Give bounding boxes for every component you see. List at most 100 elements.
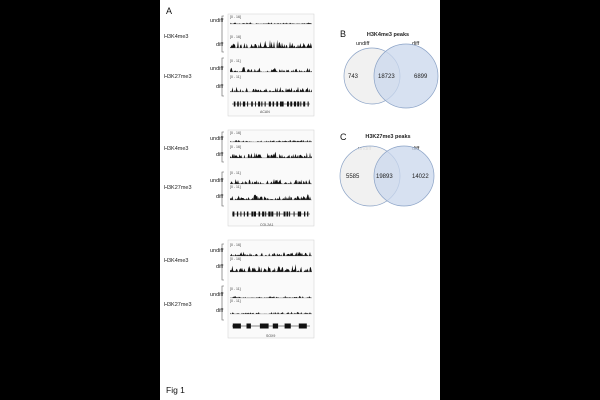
group-bracket [221, 131, 224, 163]
figure-page: A B C Fig 1 H3K4me3 H3K27me3 undiff diff… [160, 0, 440, 400]
group-bracket [221, 57, 224, 97]
exon [236, 211, 239, 217]
browser-block-col2a1: H3K4me3 H3K27me3 undiff diff undiff diff… [164, 129, 315, 227]
exon [300, 101, 302, 107]
exon [284, 323, 291, 329]
exon [237, 101, 239, 107]
exon [240, 211, 242, 217]
browser-block-sox9: H3K4me3 H3K27me3 undiff diff undiff diff… [164, 239, 315, 339]
exon [246, 211, 249, 217]
mark-label: H3K27me3 [164, 74, 192, 80]
exon [283, 211, 286, 217]
browser-frame [227, 129, 315, 227]
track-scale: [0 - 11] [230, 171, 241, 175]
browser-frame [227, 239, 315, 339]
track-scale: [0 - 11] [230, 59, 241, 63]
venn-title: H3K27me3 peaks [365, 134, 410, 140]
signal-track [230, 151, 312, 159]
venn-title: H3K4me3 peaks [367, 32, 409, 38]
exon [253, 211, 256, 217]
track-label: diff [216, 264, 224, 270]
exon [276, 211, 278, 217]
signal-track [230, 264, 312, 273]
venn-count-overlap: 18723 [378, 74, 395, 80]
exon [251, 211, 254, 217]
signal-area [230, 22, 312, 24]
track-label: undiff [210, 292, 224, 298]
track-scale: [0 - 16] [230, 35, 241, 39]
gene-model [232, 101, 310, 107]
exon [258, 101, 261, 107]
exon [233, 101, 236, 107]
exon [268, 211, 271, 217]
exon [297, 101, 300, 107]
mark-label: H3K4me3 [164, 258, 188, 264]
signal-track [230, 295, 312, 299]
exon [268, 101, 271, 107]
signal-track [230, 140, 312, 143]
signal-track [230, 39, 312, 49]
exon [289, 211, 291, 217]
venn-count-undiff-only: 743 [348, 74, 359, 80]
exon [258, 211, 261, 217]
track-scale: [0 - 11] [230, 185, 241, 189]
exon [265, 211, 267, 217]
exon [272, 323, 279, 329]
signal-track [230, 86, 312, 93]
exon [242, 101, 246, 107]
mark-label: H3K4me3 [164, 34, 188, 40]
exon [303, 101, 306, 107]
exon [264, 101, 266, 107]
browser-frame [227, 13, 315, 117]
exon [278, 211, 280, 217]
exon [299, 211, 302, 217]
signal-area [230, 264, 312, 272]
signal-track [230, 178, 312, 185]
signal-track [230, 311, 312, 315]
track-label: diff [216, 152, 224, 158]
track-scale: [0 - 11] [230, 287, 241, 291]
track-scale: [0 - 16] [230, 131, 241, 135]
signal-area [230, 67, 312, 72]
venn-count-diff-only: 14022 [412, 174, 429, 180]
exon [290, 101, 293, 107]
gene-name: COL2A1 [260, 223, 273, 227]
track-label: diff [216, 194, 224, 200]
exon [243, 211, 245, 217]
figure-caption-label: Fig 1 [166, 385, 185, 395]
track-scale: [0 - 16] [230, 243, 241, 247]
exon [232, 323, 241, 329]
exon [261, 101, 263, 107]
track-label: undiff [210, 178, 224, 184]
exon [272, 101, 275, 107]
venn-diagram-h3k4me3: H3K4me3 peaks undiff diff 743 18723 6899 [343, 32, 439, 109]
signal-track [230, 67, 312, 73]
browser-block-acan: H3K4me3 H3K27me3 undiff diff undiff diff… [164, 13, 315, 117]
venn-count-undiff-only: 5585 [346, 174, 360, 180]
panel-c-label: C [340, 132, 347, 142]
signal-area [230, 39, 312, 48]
venn-circle-diff [373, 145, 435, 207]
exon [239, 101, 241, 107]
signal-track [230, 194, 312, 201]
group-bracket [221, 171, 224, 207]
exon [232, 211, 235, 217]
signal-area [230, 178, 312, 184]
signal-area [230, 251, 312, 256]
exon [307, 101, 309, 107]
venn-diagram-h3k27me3: H3K27me3 peaks undiff diff 5585 19893 14… [339, 134, 435, 207]
group-bracket [221, 15, 224, 53]
signal-track [230, 251, 312, 257]
track-label: undiff [210, 18, 224, 24]
panel-a-label: A [166, 6, 173, 16]
track-label: undiff [210, 248, 224, 254]
exon [286, 211, 289, 217]
track-label: diff [216, 84, 224, 90]
gene-name: SOX9 [266, 334, 275, 338]
panel-b-label: B [340, 29, 347, 39]
track-scale: [0 - 16] [230, 257, 241, 261]
venn-set-label-right: diff [412, 41, 420, 47]
exon [255, 101, 256, 107]
mark-label: H3K27me3 [164, 185, 192, 191]
track-scale: [0 - 16] [230, 15, 241, 19]
